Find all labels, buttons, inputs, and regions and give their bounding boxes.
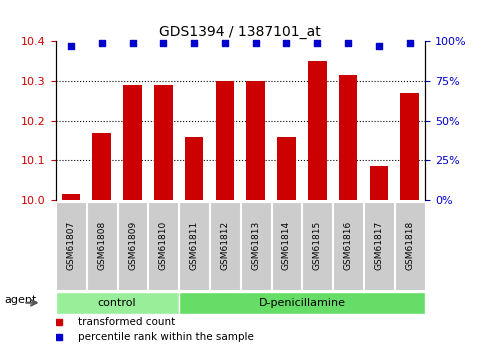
Bar	[395, 202, 425, 290]
Point	[313, 40, 321, 46]
Point	[252, 40, 259, 46]
Bar	[364, 202, 394, 290]
Text: GSM61807: GSM61807	[67, 221, 75, 270]
Point	[344, 40, 352, 46]
Bar	[154, 85, 172, 200]
Bar	[56, 202, 86, 290]
Bar	[210, 202, 240, 290]
Bar	[148, 202, 178, 290]
Point	[221, 40, 229, 46]
Bar	[339, 75, 357, 200]
Point	[67, 43, 75, 49]
Bar	[215, 81, 234, 200]
Point	[406, 40, 413, 46]
Bar	[333, 202, 363, 290]
Text: control: control	[98, 298, 136, 308]
Bar	[62, 194, 80, 200]
Point	[375, 43, 383, 49]
Bar	[117, 202, 147, 290]
Point	[283, 40, 290, 46]
Text: GSM61811: GSM61811	[190, 221, 199, 270]
Text: GSM61813: GSM61813	[251, 221, 260, 270]
Text: GSM61816: GSM61816	[343, 221, 353, 270]
Text: D-penicillamine: D-penicillamine	[258, 298, 345, 308]
Bar	[179, 292, 425, 314]
Text: GSM61809: GSM61809	[128, 221, 137, 270]
Title: GDS1394 / 1387101_at: GDS1394 / 1387101_at	[159, 25, 321, 39]
Bar	[308, 61, 327, 200]
Text: GSM61815: GSM61815	[313, 221, 322, 270]
Bar	[400, 93, 419, 200]
Bar	[56, 292, 179, 314]
Point	[98, 40, 106, 46]
Text: GSM61812: GSM61812	[220, 221, 229, 270]
Bar	[246, 81, 265, 200]
Text: GSM61817: GSM61817	[374, 221, 384, 270]
Bar	[92, 132, 111, 200]
Text: transformed count: transformed count	[78, 317, 175, 327]
Point	[190, 40, 198, 46]
Bar	[271, 202, 301, 290]
Point	[128, 40, 136, 46]
Bar	[369, 166, 388, 200]
Point	[159, 40, 167, 46]
Bar	[185, 137, 203, 200]
Bar	[302, 202, 332, 290]
Bar	[241, 202, 270, 290]
Text: GSM61814: GSM61814	[282, 221, 291, 270]
Bar	[87, 202, 117, 290]
Text: agent: agent	[4, 295, 37, 305]
Text: GSM61808: GSM61808	[97, 221, 106, 270]
Text: percentile rank within the sample: percentile rank within the sample	[78, 332, 254, 342]
Bar	[277, 137, 296, 200]
Text: GSM61810: GSM61810	[159, 221, 168, 270]
Bar	[179, 202, 209, 290]
Text: GSM61818: GSM61818	[405, 221, 414, 270]
Bar	[123, 85, 142, 200]
